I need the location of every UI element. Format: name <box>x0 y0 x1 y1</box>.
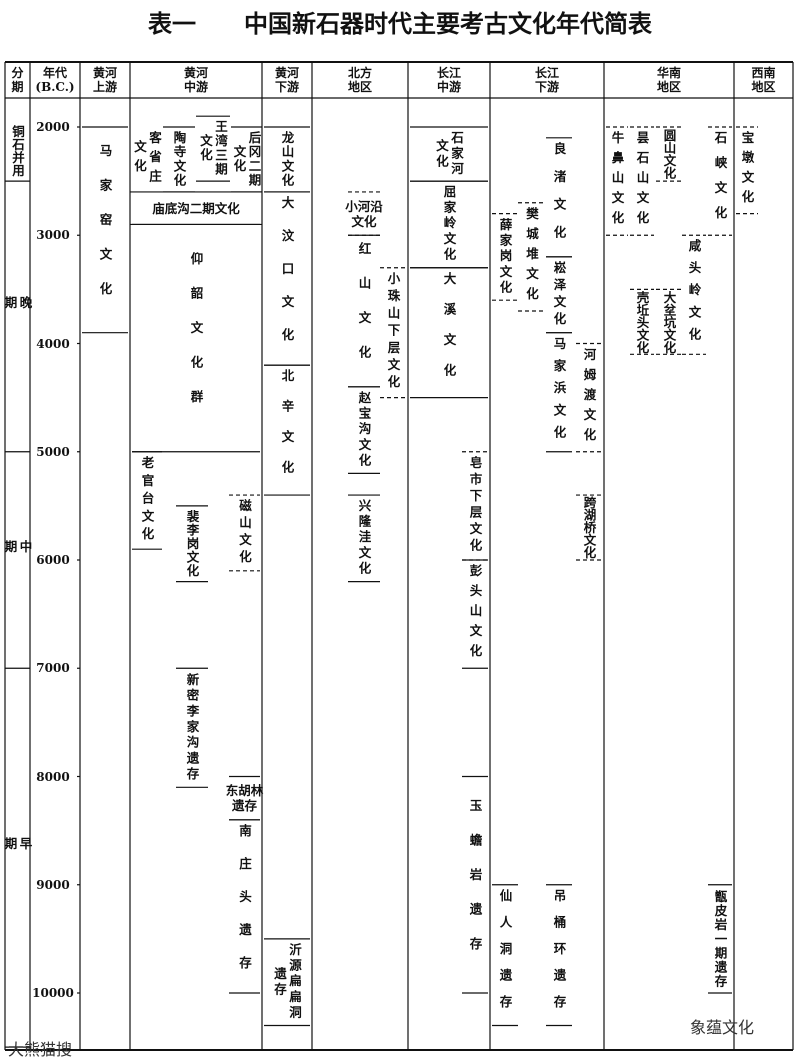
culture-name: 薛家岗文化 <box>497 217 513 296</box>
culture-name: 马家窑文化 <box>97 143 113 317</box>
year-label: 4000 <box>36 336 70 351</box>
column-header: 黄河 上游 <box>92 66 117 94</box>
culture-name: 龙山文化 <box>279 130 295 188</box>
culture-name: 大汶口文化 <box>279 196 295 361</box>
culture-name: 圆山文化 <box>661 129 677 180</box>
culture-name: 马家浜文化 <box>551 336 567 448</box>
culture-name: 北辛文化 <box>279 369 295 492</box>
title: 表一 中国新石器时代主要考古文化年代简表 <box>148 9 652 38</box>
column-header: 长江 中游 <box>436 66 461 94</box>
culture-name: 裴李岗文化 <box>184 510 200 578</box>
culture-name: 陶寺文化 <box>171 130 187 188</box>
year-label: 6000 <box>36 553 70 567</box>
year-label: 9000 <box>36 877 70 892</box>
culture-name: 石家河 文化 <box>434 130 464 178</box>
culture-name: 咸头岭文化 <box>686 239 702 351</box>
column-header: 年代 (B.C.) <box>35 66 75 94</box>
culture-name: 吊桶环遗存 <box>551 888 567 1022</box>
culture-name: 大溪文化 <box>441 271 457 394</box>
culture-name: 小河沿 文化 <box>345 198 383 229</box>
column-header: 分 期 <box>11 66 24 94</box>
culture-name: 后冈二期 文化 <box>231 130 262 188</box>
culture-name: 良渚文化 <box>551 141 567 253</box>
culture-name: 红山文化 <box>356 242 372 381</box>
year-label: 3000 <box>36 228 70 243</box>
year-label: 10000 <box>32 986 74 1000</box>
culture-name: 彭头山文化 <box>467 564 483 664</box>
culture-name: 兴隆洼文化 <box>356 499 372 578</box>
culture-name: 南庄头遗存 <box>237 824 252 989</box>
culture-name: 玉蟾岩遗存 <box>467 798 483 972</box>
culture-name: 昙石山文化 <box>634 131 650 231</box>
culture-name: 庙底沟二期文化 <box>152 200 240 216</box>
culture-name: 新密李家沟遗存 <box>184 672 200 783</box>
year-label: 5000 <box>36 444 70 459</box>
culture-name: 仙人洞遗存 <box>497 888 513 1022</box>
culture-name: 大坌坑文化 <box>661 290 677 354</box>
culture-name: 崧泽文化 <box>551 260 567 329</box>
column-header: 西南 地区 <box>751 66 776 94</box>
culture-name: 屈家岭文化 <box>441 185 457 264</box>
culture-name: 樊城堆文化 <box>524 207 539 307</box>
column-header: 黄河 中游 <box>183 66 208 94</box>
culture-name: 客省庄 文化 <box>132 130 162 189</box>
column-header: 华南 地区 <box>656 66 681 94</box>
column-header: 长江 下游 <box>534 66 559 94</box>
culture-name: 河姆渡文化 <box>581 347 597 448</box>
period-label: 铜石并用 <box>10 125 25 178</box>
period-label: 早 期 <box>2 837 33 872</box>
culture-name: 石峡文化 <box>712 131 728 232</box>
culture-name: 小珠山下层文化 <box>385 272 401 393</box>
watermark: 大熊猫搜 <box>8 1040 73 1059</box>
period-label: 中 期 <box>2 539 33 575</box>
culture-name: 王湾三期 文化 <box>198 120 228 178</box>
column-header: 黄河 下游 <box>274 66 299 94</box>
year-label: 2000 <box>36 120 70 134</box>
culture-name: 跨湖桥文化 <box>581 496 597 559</box>
culture-name: 甑皮岩一期遗存 <box>712 889 728 989</box>
culture-name: 壳坵头文化 <box>634 290 650 354</box>
culture-name: 仰韶文化群 <box>188 251 204 425</box>
culture-name: 宝墩文化 <box>739 130 755 210</box>
culture-name: 皂市下层文化 <box>467 456 483 556</box>
culture-name: 老官台文化 <box>139 455 155 545</box>
year-label: 8000 <box>36 769 70 784</box>
culture-name: 沂源扁扁洞 遗存 <box>272 943 302 1022</box>
culture-name: 磁山文化 <box>237 499 252 567</box>
culture-name: 牛鼻山文化 <box>609 131 625 231</box>
period-label: 晚 期 <box>2 296 33 331</box>
year-label: 7000 <box>36 661 70 676</box>
culture-name: 东胡林 遗存 <box>225 783 264 814</box>
culture-name: 赵宝沟文化 <box>356 391 372 470</box>
column-header: 北方 地区 <box>347 66 372 94</box>
watermark: 象蕴文化 <box>690 1018 755 1037</box>
